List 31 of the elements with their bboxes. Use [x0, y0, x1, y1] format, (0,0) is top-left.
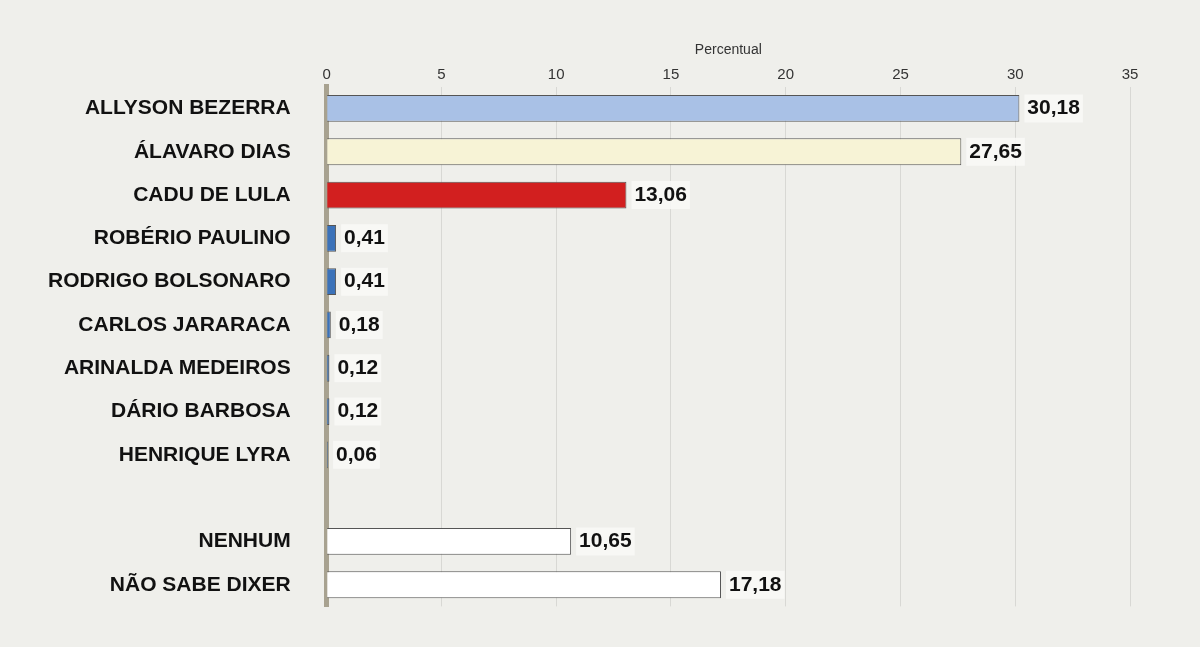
data-label: 0,12 — [337, 398, 379, 422]
x-tick-label: 15 — [662, 64, 680, 82]
data-label: 0,18 — [338, 311, 380, 335]
data-label: 27,65 — [969, 138, 1023, 162]
x-tick-label: 5 — [437, 64, 446, 82]
y-tick-label: CARLOS JARARACA — [78, 311, 291, 335]
data-label: 0,12 — [337, 355, 379, 379]
data-label: 13,06 — [634, 181, 687, 205]
y-tick-label: ALLYSON BEZERRA — [84, 95, 291, 119]
y-tick-label: NÃO SABE DIXER — [109, 571, 291, 595]
y-tick-label: ROBÉRIO PAULINO — [93, 225, 291, 249]
x-tick-label: 35 — [1121, 64, 1139, 82]
x-tick-label: 25 — [892, 64, 909, 82]
y-tick-label: CADU DE LULA — [133, 181, 291, 205]
y-tick-label: RODRIGO BOLSONARO — [48, 268, 291, 292]
x-tick-label: 10 — [547, 64, 565, 82]
y-tick-label: HENRIQUE LYRA — [118, 441, 291, 465]
x-tick-label: 0 — [322, 64, 331, 82]
y-tick-label: NENHUM — [198, 528, 291, 552]
data-label: 30,18 — [1027, 95, 1081, 119]
y-tick-label: ÁLAVARO DIAS — [133, 138, 291, 162]
data-label: 0,41 — [344, 268, 386, 292]
data-label: 10,65 — [579, 528, 632, 552]
y-tick-label: DÁRIO BARBOSA — [111, 398, 291, 422]
x-tick-label: 20 — [777, 64, 795, 82]
data-label: 0,41 — [344, 225, 386, 249]
data-label: 0,06 — [336, 441, 377, 465]
x-tick-label: 30 — [1006, 64, 1024, 82]
x-axis-title: Percentual — [694, 41, 762, 58]
data-label: 17,18 — [728, 571, 782, 595]
y-tick-label: ARINALDA MEDEIROS — [63, 355, 291, 379]
